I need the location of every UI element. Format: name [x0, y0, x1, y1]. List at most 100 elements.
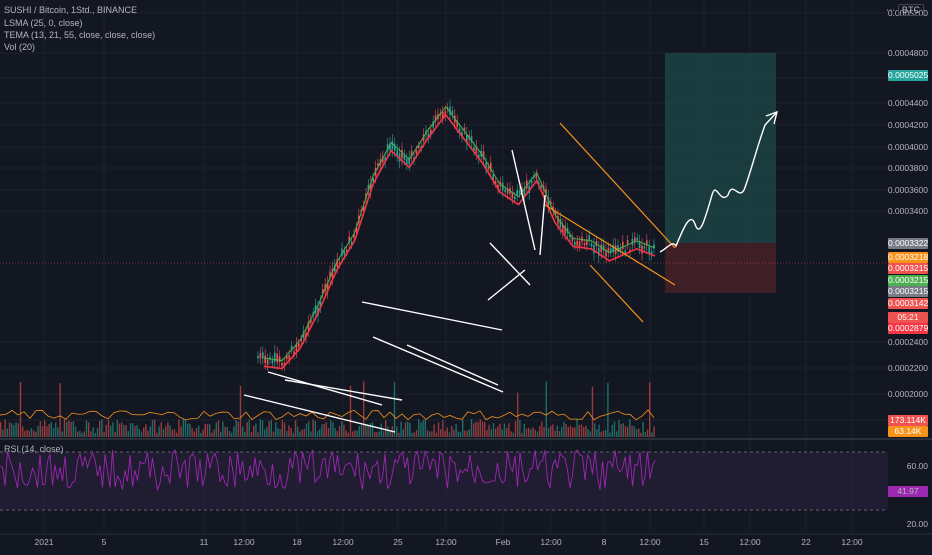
volume-bar — [404, 422, 407, 437]
candle-body — [281, 362, 283, 366]
volume-bar — [519, 419, 521, 437]
volume-bar — [277, 428, 279, 437]
candle-body — [377, 163, 379, 167]
volume-bar — [455, 424, 457, 437]
arrow-head — [765, 110, 778, 125]
volume-bar — [74, 426, 77, 437]
candle-body — [526, 180, 528, 189]
volume-bar — [547, 427, 550, 437]
volume-bar — [239, 385, 242, 437]
volume-bar — [347, 432, 349, 437]
candle-body — [619, 247, 622, 251]
volume-bar — [596, 429, 598, 437]
x-tick-label: 25 — [393, 537, 403, 547]
volume-bar — [204, 423, 206, 437]
x-tick-label: 12:00 — [435, 537, 457, 547]
volume-bar — [385, 419, 387, 437]
candle-body — [482, 151, 485, 160]
volume-bar — [631, 425, 633, 437]
candle-body — [365, 193, 367, 199]
indicator-tema[interactable]: TEMA (13, 21, 55, close, close, close) — [4, 30, 156, 40]
candle-body — [617, 245, 619, 252]
volume-bar — [444, 430, 446, 437]
candle-body — [576, 240, 578, 246]
indicator-rsi[interactable]: RSI (14, close) — [4, 444, 64, 454]
volume-bar — [459, 431, 462, 437]
price-tag: 0.0003322 — [888, 238, 929, 249]
y-tick-label: 0.0004200 — [888, 120, 928, 130]
volume-bar — [301, 429, 303, 437]
volume-bar — [180, 426, 182, 437]
volume-bar — [136, 425, 138, 437]
candle-body — [470, 136, 473, 143]
volume-bar — [503, 423, 506, 437]
volume-bar — [158, 426, 160, 437]
volume-bar — [541, 421, 543, 437]
volume-bar — [125, 425, 127, 437]
channel-upper-line — [559, 122, 676, 249]
candle-body — [350, 241, 353, 245]
volume-bar — [426, 430, 429, 437]
candle-body — [571, 237, 574, 242]
candle-body — [278, 356, 281, 363]
ellipsis-icon[interactable]: ⋯ — [886, 4, 895, 15]
currency-control[interactable]: ⋯ BTC — [886, 4, 924, 16]
currency-button[interactable]: BTC — [898, 4, 924, 16]
volume-bar — [578, 424, 580, 437]
candle-body — [331, 268, 334, 278]
candle-body — [384, 157, 386, 163]
candle-body — [610, 248, 612, 252]
volume-bar — [270, 419, 272, 437]
volume-bar — [198, 425, 200, 437]
candle-body — [511, 192, 514, 199]
rsi-current-label: 41.97 — [897, 486, 919, 496]
volume-bar — [173, 429, 176, 437]
candle-body — [458, 128, 461, 134]
stop-zone — [665, 243, 776, 293]
volume-bar — [492, 423, 495, 437]
candle-body — [362, 206, 365, 211]
volume-bar — [470, 419, 473, 437]
candle-body — [391, 141, 394, 150]
volume-bar — [107, 420, 110, 437]
candle-body — [290, 345, 293, 350]
target-zone — [665, 53, 776, 243]
indicator-volume[interactable]: Vol (20) — [4, 42, 36, 52]
volume-bar — [248, 419, 250, 437]
time-axis[interactable]: 2021 5 11 12:00 18 12:00 25 12:00 Feb 12:00 8 12:00… — [35, 537, 863, 547]
symbol-title[interactable]: SUSHI / Bitcoin, 1Std., BINANCE — [4, 5, 138, 15]
candle-body — [394, 143, 396, 151]
candle-body — [569, 234, 571, 238]
volume-bar — [211, 432, 213, 437]
candle-body — [271, 360, 274, 364]
candle-body — [298, 343, 300, 348]
volume-bar — [237, 421, 239, 437]
x-tick-label: 12:00 — [332, 537, 354, 547]
candle-body — [478, 154, 480, 160]
volume-bar — [2, 429, 4, 437]
volume-bar — [94, 432, 96, 437]
candle-body — [634, 237, 636, 243]
volume-bar — [44, 420, 46, 437]
volume-bar — [182, 419, 184, 437]
indicator-lsma[interactable]: LSMA (25, 0, close) — [4, 18, 83, 28]
candle-body — [607, 247, 610, 253]
candle-body — [427, 133, 430, 139]
volume-bar — [413, 432, 415, 437]
volume-bar — [525, 428, 528, 437]
volume-bar — [506, 427, 508, 437]
volume-bar — [319, 429, 321, 437]
volume-bar — [488, 424, 490, 437]
volume-bar — [565, 423, 567, 437]
volume-bar — [138, 428, 140, 437]
candle-body — [650, 251, 653, 256]
volume-bar — [576, 419, 578, 437]
candle-body — [401, 149, 403, 159]
volume-bar — [132, 423, 134, 437]
volume-bar — [332, 422, 334, 437]
projection-arrow — [659, 111, 778, 253]
volume-bar — [26, 429, 28, 437]
volume-bar — [50, 421, 52, 437]
